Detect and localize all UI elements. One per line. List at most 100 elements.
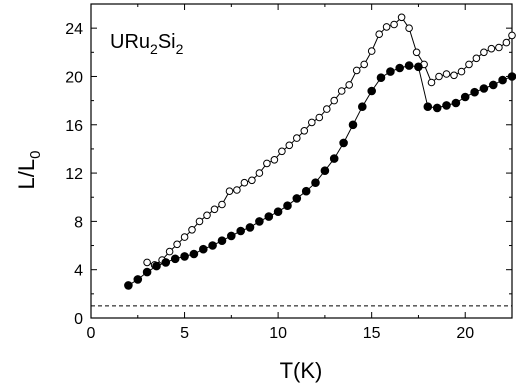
series-1-point <box>386 67 395 76</box>
tick-labels: 0 5 10 15 20 0 4 8 12 16 20 24 <box>65 21 474 342</box>
series-0-point <box>345 81 354 89</box>
series-0-point <box>315 113 324 122</box>
series-1-point <box>470 87 479 97</box>
series-1-point <box>180 252 189 261</box>
series-0-point <box>435 72 443 81</box>
series-1-point <box>507 72 516 81</box>
axis-ticks <box>90 4 512 319</box>
series-1-point <box>442 101 451 110</box>
series-0-point <box>352 66 361 75</box>
series-1-point <box>479 84 489 93</box>
series-1-point <box>339 138 348 148</box>
series-0-point <box>255 169 264 177</box>
series-1-point <box>432 103 442 113</box>
series-0-point <box>427 78 436 87</box>
x-tick-label: 20 <box>456 325 474 342</box>
series-1-point <box>404 61 414 70</box>
x-tick-label: 15 <box>363 325 381 342</box>
series-0-point <box>210 205 219 214</box>
annotation-mid: Si <box>158 31 176 53</box>
x-axis-label: T(K) <box>280 358 323 383</box>
annotation-main: URu <box>110 31 150 53</box>
series-1-point <box>142 267 152 277</box>
series-1-point <box>245 223 255 232</box>
series-0-point <box>390 20 398 29</box>
series-0-line <box>146 16 513 266</box>
annotation-sub1: 2 <box>150 41 158 57</box>
series-1-point <box>217 236 227 245</box>
series-0-point <box>375 30 384 39</box>
series-0-point <box>405 24 413 33</box>
series-0-point <box>278 147 286 156</box>
y-tick-label: 4 <box>74 263 83 280</box>
plot-frame <box>90 3 513 319</box>
series-0-point <box>180 233 189 241</box>
y-tick-label: 20 <box>65 69 83 86</box>
series-1-point <box>264 212 274 221</box>
series-0-point <box>218 200 226 209</box>
series-1-point <box>227 231 236 241</box>
series-1-point <box>460 92 470 102</box>
series-1-point <box>124 281 133 290</box>
plot-area: 0 5 10 15 20 0 4 8 12 16 20 24 <box>65 3 516 342</box>
series-1-point <box>451 98 461 108</box>
series-1-point <box>170 254 180 264</box>
series-0-point <box>203 211 211 220</box>
series-0-point <box>165 247 174 256</box>
series-0-point <box>195 217 204 226</box>
series-0-point <box>412 48 421 57</box>
series-0-point <box>188 226 196 234</box>
series-0-point <box>270 156 279 164</box>
series-1-point <box>395 63 405 73</box>
series-0-point <box>487 44 496 53</box>
series-0-point <box>472 54 481 63</box>
series-1-point <box>423 102 433 111</box>
series-0-point <box>397 13 406 22</box>
series-0-point <box>508 31 516 40</box>
series-0-point <box>337 87 346 95</box>
y-axis-label: L/L0 <box>14 151 44 190</box>
series-1-point <box>208 241 217 250</box>
series-0-point <box>300 127 309 135</box>
y-tick-label: 24 <box>65 21 83 38</box>
series-0-point <box>480 48 488 57</box>
series-0-point <box>225 187 234 195</box>
series-0-point <box>330 96 339 105</box>
series-1-point <box>311 178 320 187</box>
series-1-point <box>255 217 264 226</box>
y-tick-label: 12 <box>65 166 83 183</box>
series-0-point <box>382 23 391 31</box>
series-1-point <box>367 86 377 96</box>
series-1-point <box>189 249 199 259</box>
series-0-point <box>285 141 294 150</box>
series-1-point <box>199 244 208 254</box>
series-1-point <box>273 207 283 216</box>
series-0-point <box>442 70 451 78</box>
series-0-point <box>293 134 301 142</box>
series-1-point <box>133 275 143 284</box>
series-0-point <box>248 176 256 185</box>
series-1-point <box>489 80 498 90</box>
series-1-point <box>283 201 292 210</box>
series-0-point <box>308 118 316 127</box>
x-tick-label: 10 <box>269 325 287 342</box>
series-0-point <box>457 67 466 76</box>
series-0-point <box>465 60 473 69</box>
series-1-point <box>292 194 302 203</box>
series-0-point <box>360 60 369 69</box>
series-0-point <box>263 159 271 168</box>
series-0-point <box>173 240 181 249</box>
x-tick-label: 0 <box>87 325 96 342</box>
series-0-point <box>323 105 331 113</box>
series-0-point <box>143 258 151 267</box>
series-1-point <box>414 62 423 72</box>
series-0-point <box>502 38 511 47</box>
series-1-point <box>301 186 311 196</box>
series-1-point <box>329 154 339 163</box>
y-tick-label: 16 <box>65 118 83 135</box>
series-0-point <box>233 186 241 194</box>
series-0-point <box>367 47 376 55</box>
series-lines <box>128 16 513 286</box>
series-1-point <box>161 258 171 267</box>
